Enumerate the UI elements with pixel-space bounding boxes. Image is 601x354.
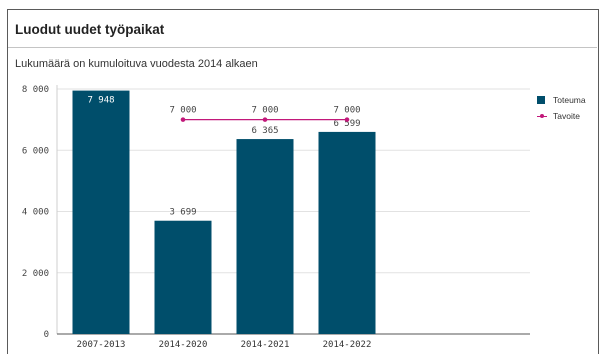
bar (318, 131, 376, 334)
target-value-label: 7 000 (333, 106, 360, 116)
target-point (344, 117, 350, 122)
x-tick-label: 2014-2022 (323, 340, 372, 349)
y-tick-label: 4 000 (22, 208, 49, 218)
chart-subtitle: Lukumäärä on kumuloituva vuodesta 2014 a… (15, 58, 258, 70)
bar (236, 139, 294, 334)
bar-swatch-icon (537, 96, 545, 104)
bar-value-label: 6 365 (251, 126, 278, 136)
y-tick-label: 8 000 (22, 85, 49, 95)
x-tick-label: 2014-2021 (241, 340, 290, 349)
target-point (262, 117, 268, 122)
bar (154, 220, 212, 334)
chart-title: Luodut uudet työpaikat (15, 22, 165, 37)
legend-label-toteuma: Toteuma (553, 95, 586, 105)
target-value-label: 7 000 (251, 106, 278, 116)
bar-value-label: 7 948 (87, 96, 114, 106)
line-marker-icon (537, 112, 547, 120)
legend-label-tavoite: Tavoite (553, 111, 580, 121)
bar-value-label: 3 699 (169, 208, 196, 218)
target-value-label: 7 000 (169, 106, 196, 116)
legend-item-toteuma[interactable]: Toteuma (537, 92, 586, 108)
bar (72, 90, 130, 334)
target-point (180, 117, 186, 122)
x-tick-label: 2007-2013 (77, 340, 126, 349)
x-tick-label: 2014-2020 (159, 340, 208, 349)
y-tick-label: 2 000 (22, 269, 49, 279)
chart-legend: Toteuma Tavoite (537, 92, 586, 124)
chart-card (7, 9, 599, 354)
bar-value-label: 6 599 (333, 119, 360, 129)
title-divider (8, 47, 597, 48)
y-tick-label: 6 000 (22, 146, 49, 156)
legend-item-tavoite[interactable]: Tavoite (537, 108, 586, 124)
y-tick-label: 0 (44, 330, 49, 340)
